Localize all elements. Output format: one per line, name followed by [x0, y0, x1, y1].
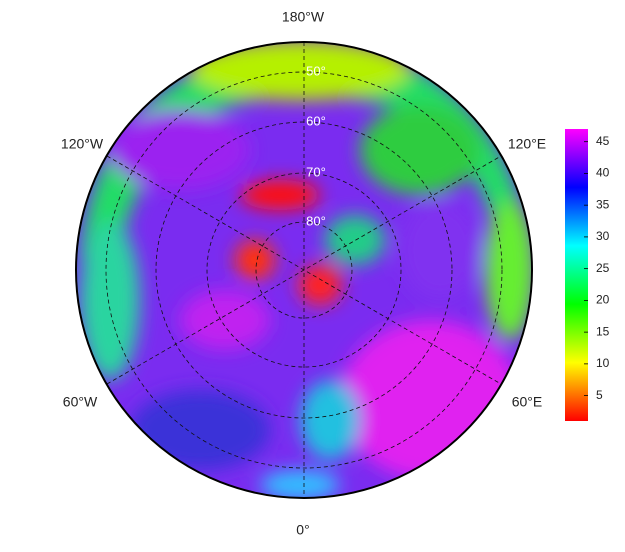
lat-label: 80°: [306, 213, 326, 228]
colorbar-tick-label: 40: [596, 166, 610, 180]
lat-label: 60°: [306, 113, 326, 128]
colorbar-tick-label: 20: [596, 293, 610, 307]
colorbar-tick-label: 30: [596, 229, 610, 243]
lon-label: 60°E: [512, 394, 543, 410]
lon-label: 120°W: [61, 136, 104, 152]
colorbar-tick-label: 15: [596, 324, 610, 338]
map-field: [76, 42, 532, 498]
colorbar-scale: [565, 129, 588, 421]
lon-label: 0°: [296, 522, 309, 538]
lon-label: 120°E: [508, 136, 546, 152]
lat-label: 70°: [306, 164, 326, 179]
colorbar-tick-label: 25: [596, 261, 610, 275]
colorbar-tick-label: 5: [596, 388, 603, 402]
colorbar-tick-label: 10: [596, 356, 610, 370]
map-border: [75, 41, 533, 499]
colorbar-tick-label: 35: [596, 197, 610, 211]
colorbar: 5 10 15 20 25 30 35 40 45: [565, 129, 610, 421]
lat-label: 50°: [306, 63, 326, 78]
colorbar-tick-label: 45: [596, 134, 610, 148]
lon-label: 180°W: [282, 9, 325, 25]
lon-label: 60°W: [63, 394, 98, 410]
